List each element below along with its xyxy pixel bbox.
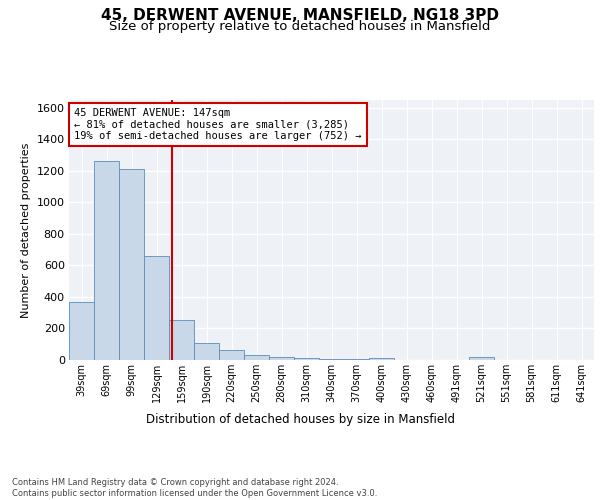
Bar xyxy=(219,350,244,360)
Bar xyxy=(169,320,194,360)
Bar xyxy=(194,342,219,360)
Text: 45 DERWENT AVENUE: 147sqm
← 81% of detached houses are smaller (3,285)
19% of se: 45 DERWENT AVENUE: 147sqm ← 81% of detac… xyxy=(74,108,362,141)
Text: Contains HM Land Registry data © Crown copyright and database right 2024.
Contai: Contains HM Land Registry data © Crown c… xyxy=(12,478,377,498)
Bar xyxy=(94,160,119,360)
Bar xyxy=(69,302,94,360)
Bar xyxy=(144,256,169,360)
Text: Distribution of detached houses by size in Mansfield: Distribution of detached houses by size … xyxy=(146,412,455,426)
Text: Size of property relative to detached houses in Mansfield: Size of property relative to detached ho… xyxy=(109,20,491,33)
Bar xyxy=(319,359,344,360)
Bar xyxy=(344,359,369,360)
Bar xyxy=(269,357,294,360)
Bar xyxy=(469,357,494,360)
Bar xyxy=(119,168,144,360)
Bar xyxy=(369,358,394,360)
Bar xyxy=(294,358,319,360)
Text: 45, DERWENT AVENUE, MANSFIELD, NG18 3PD: 45, DERWENT AVENUE, MANSFIELD, NG18 3PD xyxy=(101,8,499,22)
Y-axis label: Number of detached properties: Number of detached properties xyxy=(21,142,31,318)
Bar xyxy=(244,356,269,360)
